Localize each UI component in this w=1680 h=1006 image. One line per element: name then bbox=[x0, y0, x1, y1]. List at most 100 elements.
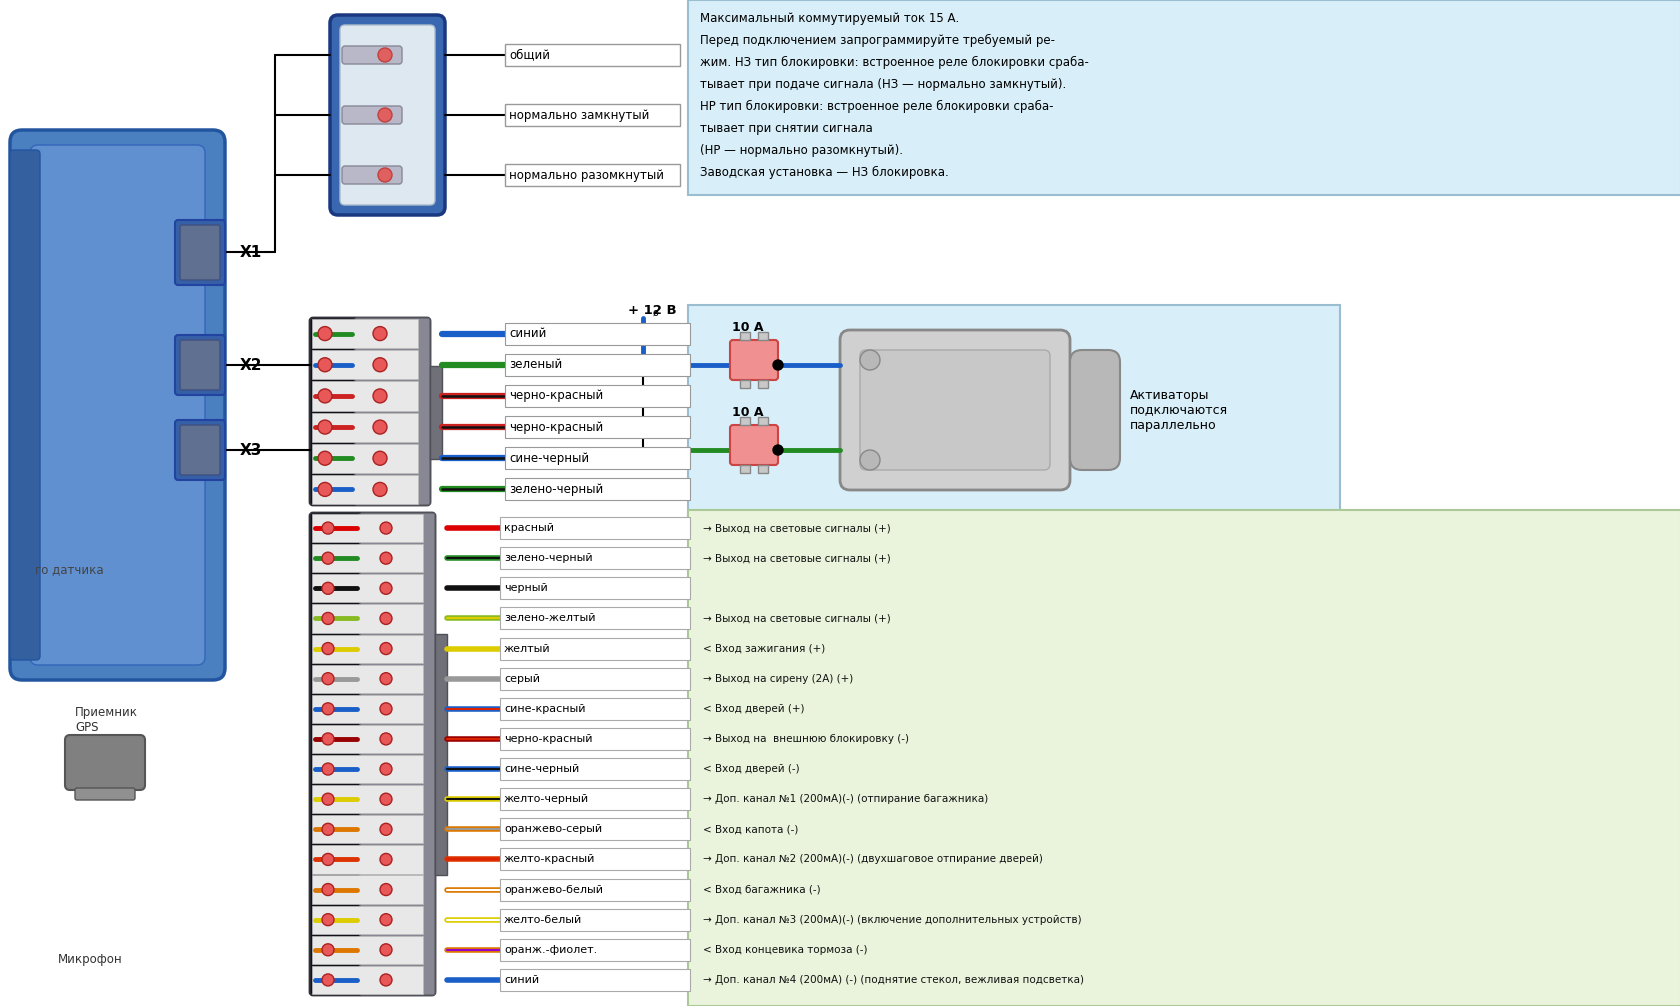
Bar bbox=[312, 966, 423, 994]
FancyBboxPatch shape bbox=[175, 335, 225, 395]
Circle shape bbox=[373, 327, 386, 341]
Text: → Доп. канал №2 (200мА)(-) (двухшаговое отпирание дверей): → Доп. канал №2 (200мА)(-) (двухшаговое … bbox=[702, 854, 1042, 864]
Circle shape bbox=[373, 358, 386, 372]
Circle shape bbox=[380, 913, 391, 926]
Text: нормально замкнутый: нормально замкнутый bbox=[509, 109, 648, 122]
Text: зелено-черный: зелено-черный bbox=[504, 553, 593, 563]
Text: желто-черный: желто-черный bbox=[504, 794, 588, 804]
Text: → Доп. канал №3 (200мА)(-) (включение дополнительных устройств): → Доп. канал №3 (200мА)(-) (включение до… bbox=[702, 914, 1080, 925]
FancyBboxPatch shape bbox=[729, 425, 778, 465]
Bar bbox=[312, 574, 423, 603]
Text: го датчика: го датчика bbox=[35, 563, 104, 576]
Circle shape bbox=[378, 48, 391, 62]
Circle shape bbox=[323, 643, 334, 655]
Bar bbox=[499, 969, 689, 991]
FancyBboxPatch shape bbox=[309, 318, 354, 505]
Text: оранжево-белый: оранжево-белый bbox=[504, 884, 603, 894]
Bar bbox=[312, 605, 423, 633]
Bar bbox=[499, 878, 689, 900]
Circle shape bbox=[380, 853, 391, 865]
Text: оранж.-фиолет.: оранж.-фиолет. bbox=[504, 945, 596, 955]
Bar bbox=[312, 381, 418, 410]
Text: X3: X3 bbox=[240, 443, 262, 458]
Text: → Выход на световые сигналы (+): → Выход на световые сигналы (+) bbox=[702, 614, 890, 624]
Bar bbox=[312, 936, 423, 964]
Text: желто-белый: желто-белый bbox=[504, 914, 581, 925]
FancyBboxPatch shape bbox=[341, 46, 402, 64]
Text: < Вход дверей (+): < Вход дверей (+) bbox=[702, 704, 805, 714]
Bar bbox=[504, 416, 689, 438]
FancyBboxPatch shape bbox=[66, 735, 144, 790]
Bar bbox=[758, 417, 768, 425]
Bar bbox=[312, 875, 423, 903]
Circle shape bbox=[323, 733, 334, 744]
Circle shape bbox=[378, 108, 391, 122]
Text: < Вход дверей (-): < Вход дверей (-) bbox=[702, 765, 800, 774]
Bar bbox=[312, 475, 418, 504]
FancyBboxPatch shape bbox=[1070, 350, 1119, 470]
Circle shape bbox=[380, 974, 391, 986]
Bar bbox=[499, 577, 689, 600]
FancyBboxPatch shape bbox=[180, 225, 220, 280]
Circle shape bbox=[323, 974, 334, 986]
Bar bbox=[499, 608, 689, 630]
Circle shape bbox=[318, 421, 333, 434]
Bar bbox=[687, 510, 1680, 1006]
Text: X1: X1 bbox=[240, 245, 262, 260]
FancyBboxPatch shape bbox=[309, 513, 435, 995]
Circle shape bbox=[380, 944, 391, 956]
FancyBboxPatch shape bbox=[329, 15, 445, 215]
Circle shape bbox=[380, 823, 391, 835]
Bar bbox=[312, 319, 418, 348]
Bar bbox=[739, 380, 749, 388]
Bar bbox=[499, 698, 689, 720]
Text: жим. НЗ тип блокировки: встроенное реле блокировки сраба-: жим. НЗ тип блокировки: встроенное реле … bbox=[699, 55, 1089, 68]
FancyBboxPatch shape bbox=[10, 130, 225, 680]
FancyBboxPatch shape bbox=[180, 425, 220, 475]
Bar bbox=[499, 788, 689, 810]
Text: → Доп. канал №4 (200мА) (-) (поднятие стекол, вежливая подсветка): → Доп. канал №4 (200мА) (-) (поднятие ст… bbox=[702, 975, 1084, 985]
Text: нормально разомкнутый: нормально разомкнутый bbox=[509, 168, 664, 181]
Circle shape bbox=[373, 421, 386, 434]
Circle shape bbox=[380, 582, 391, 595]
Circle shape bbox=[323, 613, 334, 625]
Text: 10 А: 10 А bbox=[731, 405, 763, 418]
Bar bbox=[499, 908, 689, 931]
Bar bbox=[504, 448, 689, 469]
Bar bbox=[312, 412, 418, 442]
FancyBboxPatch shape bbox=[840, 330, 1070, 490]
Circle shape bbox=[318, 358, 333, 372]
Text: зелено-желтый: зелено-желтый bbox=[504, 614, 595, 624]
Text: < Вход багажника (-): < Вход багажника (-) bbox=[702, 884, 820, 894]
Text: черно-красный: черно-красный bbox=[504, 734, 591, 744]
Bar bbox=[499, 547, 689, 569]
Text: оранжево-серый: оранжево-серый bbox=[504, 824, 601, 834]
Circle shape bbox=[323, 703, 334, 715]
Bar bbox=[312, 905, 423, 934]
Text: < Вход капота (-): < Вход капота (-) bbox=[702, 824, 798, 834]
Text: Активаторы
подключаются
параллельно: Активаторы подключаются параллельно bbox=[1129, 388, 1228, 432]
Text: зелено-черный: зелено-черный bbox=[509, 483, 603, 496]
Circle shape bbox=[323, 793, 334, 805]
FancyBboxPatch shape bbox=[354, 318, 430, 505]
Text: Перед подключением запрограммируйте требуемый ре-: Перед подключением запрограммируйте треб… bbox=[699, 33, 1055, 46]
Bar bbox=[504, 104, 680, 126]
Text: < Вход зажигания (+): < Вход зажигания (+) bbox=[702, 644, 825, 654]
Text: Микрофон: Микрофон bbox=[57, 954, 123, 967]
Circle shape bbox=[773, 360, 783, 370]
Bar bbox=[504, 479, 689, 500]
Circle shape bbox=[323, 764, 334, 775]
Bar bbox=[499, 517, 689, 539]
Circle shape bbox=[373, 452, 386, 465]
Text: серый: серый bbox=[504, 674, 539, 684]
Text: (НР — нормально разомкнутый).: (НР — нормально разомкнутый). bbox=[699, 144, 902, 157]
Bar bbox=[312, 725, 423, 753]
Text: < Вход концевика тормоза (-): < Вход концевика тормоза (-) bbox=[702, 945, 867, 955]
Bar bbox=[504, 164, 680, 186]
Text: черно-красный: черно-красный bbox=[509, 421, 603, 434]
Circle shape bbox=[323, 823, 334, 835]
Bar bbox=[312, 544, 423, 572]
Bar bbox=[312, 635, 423, 663]
Circle shape bbox=[860, 450, 879, 470]
FancyBboxPatch shape bbox=[309, 513, 360, 995]
